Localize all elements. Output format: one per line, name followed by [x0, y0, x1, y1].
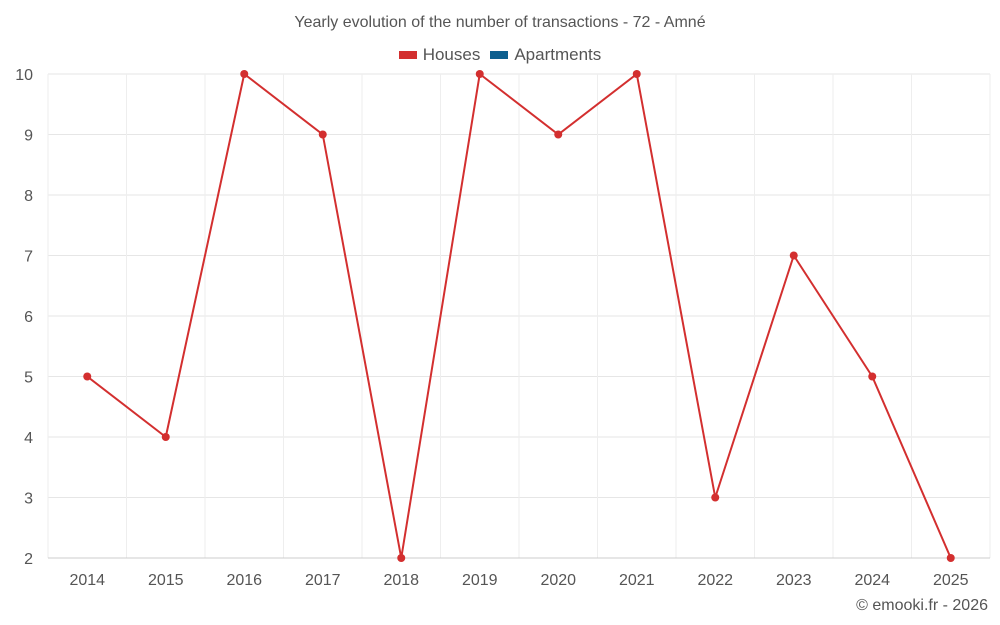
data-point	[789, 251, 798, 260]
chart-title: Yearly evolution of the number of transa…	[294, 14, 706, 31]
series-line-houses	[86, 73, 952, 559]
y-tick-label: 4	[24, 430, 33, 447]
x-tick-label: 2022	[697, 572, 733, 589]
data-point	[868, 372, 877, 381]
x-tick-label: 2015	[148, 572, 184, 589]
y-tick-label: 5	[24, 370, 33, 387]
legend-swatch-apartments	[490, 51, 509, 59]
data-point	[240, 70, 249, 78]
data-point	[161, 433, 170, 441]
legend-item-apartments[interactable]: Apartments	[490, 45, 601, 65]
data-point	[83, 372, 92, 381]
y-tick-label: 9	[24, 128, 33, 145]
legend-item-houses[interactable]: Houses	[398, 45, 481, 65]
data-point	[711, 493, 720, 502]
data-point	[397, 554, 406, 562]
data-point	[554, 130, 563, 139]
x-tick-label: 2016	[226, 572, 262, 589]
y-tick-label: 6	[24, 309, 33, 326]
data-point	[632, 70, 641, 78]
y-tick-label: 3	[24, 491, 33, 508]
legend-swatch-houses	[398, 51, 417, 59]
y-tick-label: 10	[15, 67, 33, 84]
y-tick-label: 7	[24, 249, 33, 266]
legend-label-houses: Houses	[422, 45, 481, 64]
data-point	[946, 554, 955, 562]
x-tick-label: 2021	[619, 572, 655, 589]
x-tick-label: 2017	[305, 572, 341, 589]
x-tick-label: 2024	[854, 572, 890, 589]
watermark: © emooki.fr - 2026	[856, 597, 988, 614]
x-tick-label: 2018	[383, 572, 419, 589]
data-point	[475, 70, 484, 78]
x-tick-label: 2014	[69, 572, 105, 589]
x-tick-label: 2023	[776, 572, 812, 589]
x-tick-label: 2025	[933, 572, 969, 589]
legend: Houses Apartments	[0, 45, 1000, 65]
legend-label-apartments: Apartments	[514, 45, 602, 64]
y-tick-label: 8	[24, 188, 33, 205]
x-tick-label: 2020	[540, 572, 576, 589]
x-tick-label: 2019	[462, 572, 498, 589]
data-point	[318, 130, 327, 139]
y-tick-label: 2	[24, 551, 33, 568]
